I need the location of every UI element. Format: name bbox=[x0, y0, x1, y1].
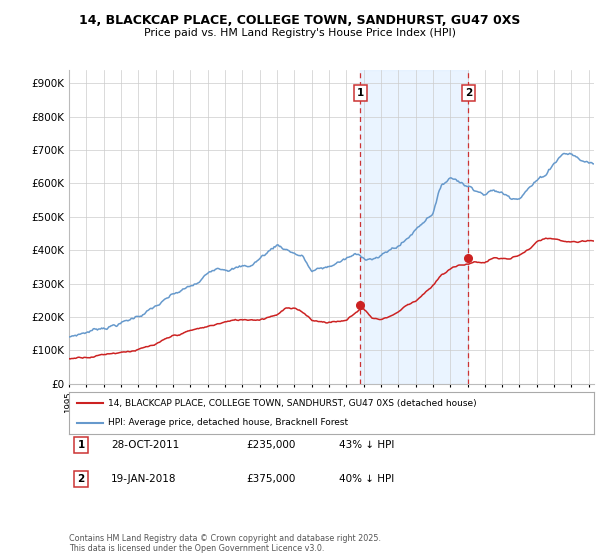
Text: 14, BLACKCAP PLACE, COLLEGE TOWN, SANDHURST, GU47 0XS (detached house): 14, BLACKCAP PLACE, COLLEGE TOWN, SANDHU… bbox=[109, 399, 477, 408]
Text: 19-JAN-2018: 19-JAN-2018 bbox=[111, 474, 176, 484]
Text: 43% ↓ HPI: 43% ↓ HPI bbox=[339, 440, 394, 450]
Text: Price paid vs. HM Land Registry's House Price Index (HPI): Price paid vs. HM Land Registry's House … bbox=[144, 28, 456, 38]
Text: 14, BLACKCAP PLACE, COLLEGE TOWN, SANDHURST, GU47 0XS: 14, BLACKCAP PLACE, COLLEGE TOWN, SANDHU… bbox=[79, 14, 521, 27]
Text: 2: 2 bbox=[465, 88, 472, 99]
Text: HPI: Average price, detached house, Bracknell Forest: HPI: Average price, detached house, Brac… bbox=[109, 418, 349, 427]
Text: £375,000: £375,000 bbox=[246, 474, 295, 484]
Text: Contains HM Land Registry data © Crown copyright and database right 2025.
This d: Contains HM Land Registry data © Crown c… bbox=[69, 534, 381, 553]
Text: 1: 1 bbox=[356, 88, 364, 99]
Text: £235,000: £235,000 bbox=[246, 440, 295, 450]
Text: 40% ↓ HPI: 40% ↓ HPI bbox=[339, 474, 394, 484]
Bar bbox=[360, 70, 469, 384]
Text: 28-OCT-2011: 28-OCT-2011 bbox=[111, 440, 179, 450]
Text: 1: 1 bbox=[77, 440, 85, 450]
Text: 2: 2 bbox=[77, 474, 85, 484]
